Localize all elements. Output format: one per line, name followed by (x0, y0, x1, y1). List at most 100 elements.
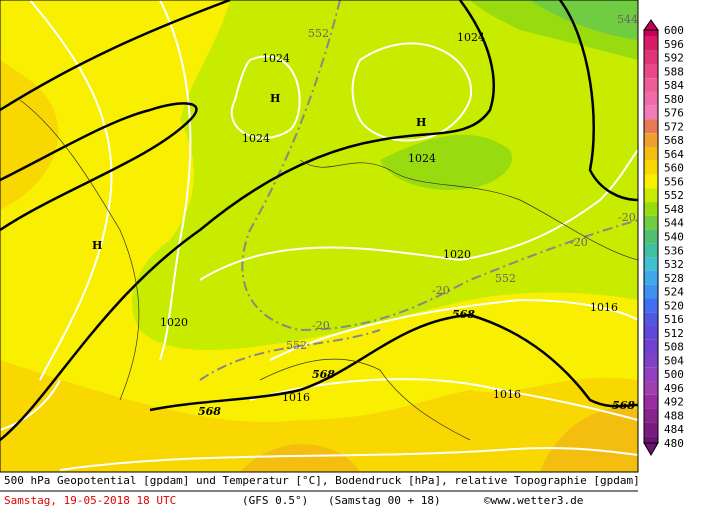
contour-label: 552 (495, 272, 516, 285)
colorbar-label: 492 (664, 396, 684, 409)
colorbar-label: 560 (664, 162, 684, 175)
colorbar-label: 536 (664, 244, 684, 257)
zone-560 (0, 360, 638, 472)
colorbar-label: 548 (664, 203, 684, 216)
zone-544 (530, 0, 638, 40)
colorbar-swatch (644, 339, 658, 354)
colorbar-swatch (644, 215, 658, 230)
colorbar-swatch (644, 50, 658, 65)
colorbar-label: 524 (664, 286, 684, 299)
coastline (299, 159, 639, 261)
colorbar-swatch (644, 243, 658, 258)
contour-label: 1016 (282, 391, 310, 404)
colorbar-swatch (644, 36, 658, 51)
colorbar-swatch (644, 353, 658, 368)
footer-copyright: ©www.wetter3.de (484, 494, 583, 507)
colorbar-swatch (644, 298, 658, 313)
colorbar-swatch (644, 78, 658, 92)
colorbar-label: 596 (664, 38, 684, 51)
contour-label: 1024 (408, 152, 436, 165)
contour-line (0, 0, 495, 441)
contour-label: -20 (618, 211, 636, 224)
isobar (269, 298, 639, 361)
isobar (230, 55, 301, 140)
colorbar-swatch (644, 408, 658, 423)
contour-label: 1016 (590, 301, 618, 314)
colorbar-label: 512 (664, 327, 684, 340)
coastline (259, 358, 471, 441)
colorbar-label: 480 (664, 437, 684, 450)
contour-line (0, 0, 231, 112)
isobar (29, 0, 113, 381)
isobar (159, 0, 192, 361)
colorbar-label: 584 (664, 79, 684, 92)
isobar (199, 149, 639, 281)
colorbar-swatch (644, 436, 658, 443)
geopotential-lines (0, 0, 639, 441)
contour-label: 552 (286, 339, 307, 352)
colorbar-label: 556 (664, 175, 684, 188)
colorbar-label: 580 (664, 93, 684, 106)
contour-label: 1016 (493, 388, 521, 401)
zone-548 (380, 134, 512, 190)
contour-label: 552 (308, 27, 329, 40)
isobars (0, 0, 639, 471)
contour-label: 1020 (160, 316, 188, 329)
colorbar-label: 528 (664, 272, 684, 285)
colorbar-label: 488 (664, 409, 684, 422)
map: 1024 1024 1024 1024 1020 1020 1016 1016 1016 552 5… (0, 0, 639, 472)
colorbar-label: 600 (664, 24, 684, 37)
colorbar-swatch (644, 229, 658, 244)
colorbar-label: 552 (664, 189, 684, 202)
contour-line (0, 102, 198, 232)
colorbar-label: 484 (664, 423, 684, 436)
colorbar-label: 500 (664, 368, 684, 381)
colorbar-swatch (644, 30, 658, 37)
footer-model: (GFS 0.5°) (242, 494, 308, 507)
colorbar-swatch (644, 160, 658, 175)
contour-label: 568 (312, 368, 335, 381)
colorbar-label: 532 (664, 258, 684, 271)
colorbar-swatch (644, 64, 658, 79)
colorbar-label: 540 (664, 231, 684, 244)
contour-label: -20 (570, 236, 588, 249)
colorbar-swatch (644, 174, 658, 189)
colorbar-label: 568 (664, 134, 684, 147)
contour-line (149, 313, 639, 412)
colorbar-swatch (644, 270, 658, 285)
contour-label: 1024 (262, 52, 290, 65)
colorbar-swatch (644, 147, 658, 161)
colorbar-swatch (644, 91, 658, 106)
colorbar-label: 588 (664, 65, 684, 78)
colorbar-label: 496 (664, 382, 684, 395)
contour-label: 544 (617, 13, 638, 26)
colorbar-swatch (644, 202, 658, 216)
contour-label: -20 (432, 284, 450, 297)
isobar (0, 379, 61, 431)
contour-label: 568 (612, 399, 635, 412)
coastlines (19, 99, 639, 441)
colorbar-swatch (644, 284, 658, 299)
isotherm (241, 0, 639, 332)
colorbar-frame (643, 29, 659, 444)
contour-label: 1024 (242, 132, 270, 145)
colorbar-swatch (644, 188, 658, 203)
footer-run: (Samstag 00 + 18) (328, 494, 441, 507)
colorbar-swatch (644, 312, 658, 326)
colorbar-swatch (644, 257, 658, 271)
isobar (59, 446, 639, 471)
colorbar-swatch (644, 133, 658, 148)
contour-line (558, 0, 639, 202)
contour-label: 1024 (457, 31, 485, 44)
colorbar-label: 504 (664, 354, 684, 367)
pressure-center: H (270, 92, 280, 105)
colorbar-label: 516 (664, 313, 684, 326)
contour-label: 568 (452, 308, 475, 321)
contour-label: -20 (312, 319, 330, 332)
isotherm (199, 329, 381, 381)
footer-description: 500 hPa Geopotential [gpdam] und Tempera… (4, 474, 640, 487)
contour-label: 1020 (443, 248, 471, 261)
colorbar-label: 520 (664, 299, 684, 312)
colorbar-swatch (644, 119, 658, 134)
